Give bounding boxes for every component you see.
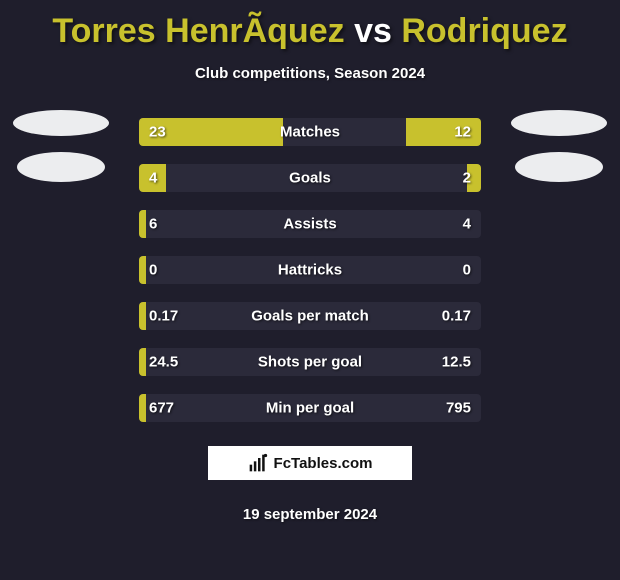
comparison-chart: 23 12 Matches 4 2 Goals 6 4 Assists 0 0 Hattricks 0.… bbox=[0, 118, 620, 422]
site-name: FcTables.com bbox=[274, 455, 373, 472]
stat-row: 0 0 Hattricks bbox=[139, 256, 481, 284]
stat-row: 23 12 Matches bbox=[139, 118, 481, 146]
stat-label: Shots per goal bbox=[258, 354, 362, 371]
stat-label: Assists bbox=[283, 216, 336, 233]
bar-left bbox=[139, 256, 146, 284]
stat-row: 0.17 0.17 Goals per match bbox=[139, 302, 481, 330]
value-left: 6 bbox=[149, 216, 157, 233]
value-right: 12 bbox=[454, 124, 471, 141]
site-badge: FcTables.com bbox=[208, 446, 412, 480]
stat-label: Hattricks bbox=[278, 262, 342, 279]
value-left: 24.5 bbox=[149, 354, 178, 371]
value-right: 0.17 bbox=[442, 308, 471, 325]
player-a-name: Torres HenrÃ­quez bbox=[52, 12, 344, 50]
stat-label: Goals per match bbox=[251, 308, 369, 325]
stat-row: 4 2 Goals bbox=[139, 164, 481, 192]
player-b-name: Rodriquez bbox=[401, 12, 567, 50]
bar-left bbox=[139, 348, 146, 376]
stat-row: 24.5 12.5 Shots per goal bbox=[139, 348, 481, 376]
value-right: 4 bbox=[463, 216, 471, 233]
stat-label: Matches bbox=[280, 124, 340, 141]
subtitle: Club competitions, Season 2024 bbox=[0, 65, 620, 82]
page-title: Torres HenrÃ­quez vs Rodriquez bbox=[0, 0, 620, 51]
bar-left bbox=[139, 210, 146, 238]
bar-left bbox=[139, 394, 146, 422]
date-label: 19 september 2024 bbox=[0, 506, 620, 523]
bar-left bbox=[139, 302, 146, 330]
value-left: 4 bbox=[149, 170, 157, 187]
stat-row: 6 4 Assists bbox=[139, 210, 481, 238]
stat-label: Min per goal bbox=[266, 400, 354, 417]
stat-label: Goals bbox=[289, 170, 331, 187]
title-vs: vs bbox=[354, 12, 392, 50]
value-left: 23 bbox=[149, 124, 166, 141]
value-right: 12.5 bbox=[442, 354, 471, 371]
value-left: 0.17 bbox=[149, 308, 178, 325]
value-left: 677 bbox=[149, 400, 174, 417]
value-right: 0 bbox=[463, 262, 471, 279]
stat-row: 677 795 Min per goal bbox=[139, 394, 481, 422]
chart-icon bbox=[248, 453, 268, 473]
value-left: 0 bbox=[149, 262, 157, 279]
value-right: 2 bbox=[463, 170, 471, 187]
value-right: 795 bbox=[446, 400, 471, 417]
